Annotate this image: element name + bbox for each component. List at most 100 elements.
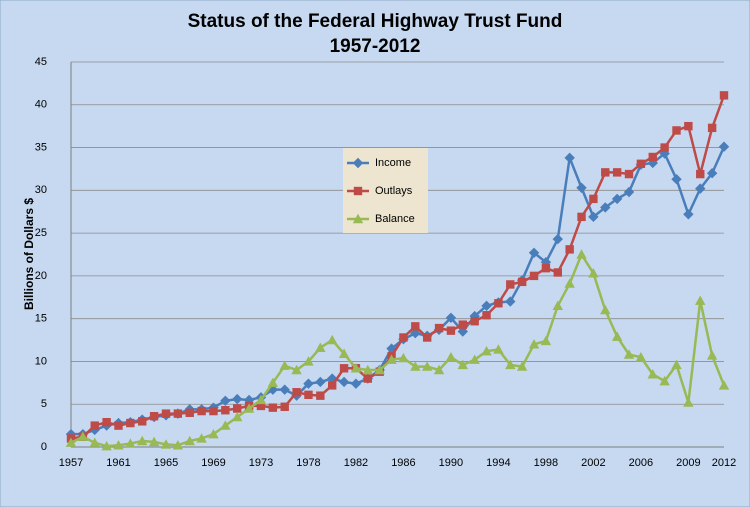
marker (516, 361, 528, 371)
x-tick-label: 1957 (59, 457, 83, 469)
marker (588, 211, 599, 223)
marker (304, 390, 313, 400)
marker (352, 213, 364, 224)
marker (338, 376, 350, 388)
marker (552, 233, 563, 245)
marker (268, 403, 278, 412)
marker (481, 300, 492, 312)
marker (577, 212, 586, 222)
marker (374, 364, 385, 375)
marker (353, 186, 363, 196)
marker (494, 299, 503, 308)
marker (173, 409, 183, 418)
marker (660, 143, 669, 152)
marker (623, 186, 635, 198)
marker (589, 194, 598, 204)
marker (232, 393, 243, 405)
marker (315, 376, 326, 388)
marker (292, 388, 301, 397)
legend-label: Outlays (375, 185, 413, 197)
marker (683, 397, 694, 407)
marker (279, 360, 290, 370)
marker (102, 417, 111, 427)
marker (600, 202, 611, 213)
marker (220, 395, 231, 406)
marker (161, 409, 171, 418)
marker (648, 152, 657, 162)
marker (601, 168, 610, 177)
marker (149, 412, 159, 421)
marker (148, 436, 160, 447)
marker (612, 168, 622, 177)
marker (303, 356, 314, 366)
marker (350, 363, 362, 373)
marker (647, 369, 658, 379)
y-tick-label: 35 (35, 141, 47, 153)
marker (209, 406, 218, 416)
x-tick-label: 1961 (106, 457, 130, 469)
marker (243, 403, 255, 413)
marker (233, 404, 242, 413)
y-axis-label: Billions of Dollars $ (22, 198, 36, 310)
marker (279, 384, 290, 395)
marker (671, 174, 682, 185)
marker (172, 440, 184, 450)
marker (303, 378, 314, 389)
marker (316, 391, 325, 400)
marker (433, 364, 445, 375)
x-tick-label: 2012 (712, 457, 736, 469)
marker (493, 344, 504, 354)
marker (445, 312, 457, 324)
marker (410, 361, 421, 371)
marker (696, 169, 705, 179)
x-tick-label: 1973 (249, 457, 273, 469)
y-tick-label: 40 (35, 99, 47, 111)
marker (399, 333, 408, 342)
marker (552, 300, 563, 311)
x-tick-label: 2006 (629, 457, 653, 469)
marker (588, 268, 599, 278)
marker (565, 245, 574, 254)
marker (350, 378, 362, 389)
marker (624, 169, 634, 179)
marker (695, 295, 706, 305)
marker (328, 381, 337, 390)
marker (160, 439, 172, 449)
marker (659, 375, 670, 386)
marker (138, 417, 147, 426)
marker (457, 326, 468, 337)
marker (221, 406, 230, 415)
marker (196, 433, 207, 443)
marker (636, 159, 646, 169)
marker (352, 157, 364, 169)
marker (564, 152, 575, 164)
marker (576, 249, 587, 259)
marker (635, 351, 647, 362)
marker (185, 408, 194, 417)
marker (564, 278, 575, 288)
marker (541, 263, 551, 273)
x-tick-label: 2009 (676, 457, 700, 469)
marker (707, 123, 717, 133)
marker (611, 193, 623, 205)
marker (671, 359, 682, 370)
marker (623, 349, 635, 359)
marker (65, 437, 77, 447)
marker (256, 401, 266, 411)
marker (114, 421, 123, 430)
x-tick-label: 1982 (344, 457, 368, 469)
marker (362, 364, 374, 375)
marker (718, 380, 730, 390)
marker (327, 334, 338, 345)
marker (434, 323, 444, 333)
marker (184, 435, 195, 446)
y-tick-label: 30 (35, 184, 47, 196)
marker (611, 331, 623, 341)
plot (65, 91, 730, 451)
legend-label: Balance (375, 213, 415, 225)
marker (255, 394, 267, 405)
chart-title: Status of the Federal Highway Trust Fund (188, 11, 563, 32)
marker (600, 304, 611, 315)
